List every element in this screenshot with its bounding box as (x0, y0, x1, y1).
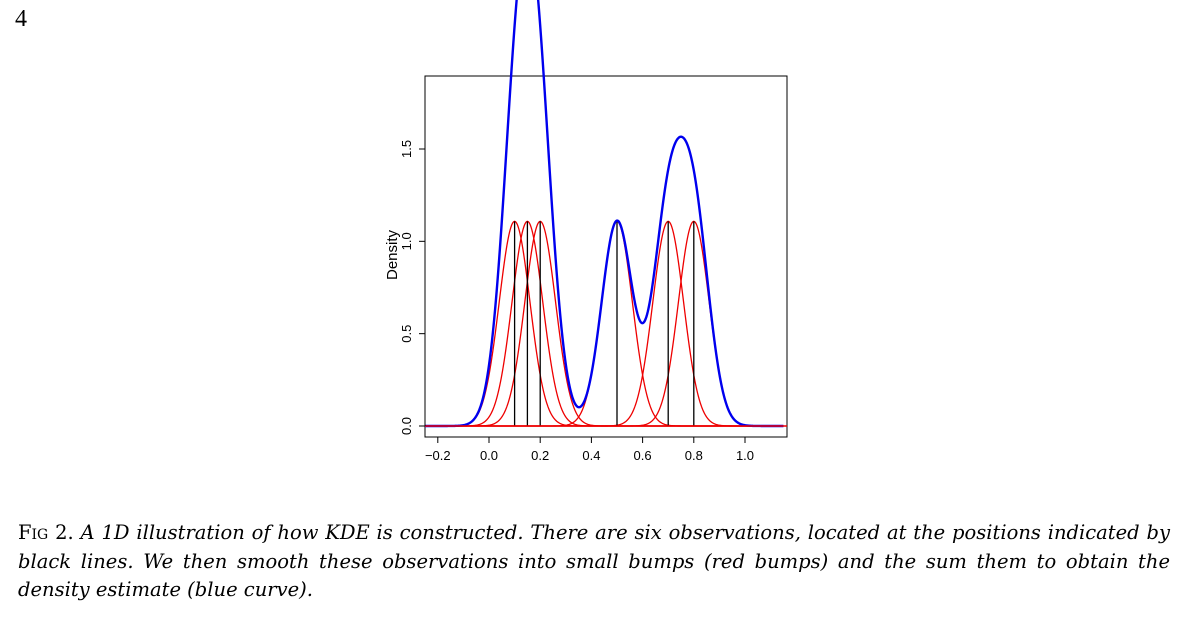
x-tick-label: −0.2 (425, 448, 451, 463)
x-tick-label: 0.0 (480, 448, 498, 463)
red-bump-5 (425, 220, 784, 427)
x-tick-label: 1.0 (736, 448, 754, 463)
red-bump-2 (425, 220, 784, 427)
page-number: 4 (15, 6, 27, 32)
red-bump-4 (425, 220, 784, 427)
red-bump-6 (425, 220, 784, 427)
x-tick-label: 0.2 (531, 448, 549, 463)
figure-caption: Fig 2. A 1D illustration of how KDE is c… (18, 519, 1170, 605)
y-tick-label: 1.5 (399, 140, 414, 158)
y-tick-label: 0.5 (399, 325, 414, 343)
y-tick-label: 0.0 (399, 417, 414, 435)
observation-lines (513, 221, 695, 426)
x-tick-label: 0.8 (685, 448, 703, 463)
plot-frame (424, 75, 788, 438)
red-bump-1 (425, 220, 784, 427)
red-bumps (425, 220, 784, 427)
y-axis-title: Density (384, 229, 401, 280)
x-axis: −0.2 0.0 0.2 0.4 0.6 0.8 1.0 (425, 436, 754, 463)
y-tick-label: 1.0 (399, 232, 414, 250)
kde-chart: −0.2 0.0 0.2 0.4 0.6 0.8 1.0 0.0 0.5 1.0 1.5 Dens… (384, 0, 788, 463)
red-bump-3 (425, 220, 784, 427)
kde-curve (425, 0, 784, 428)
caption-text: A 1D illustration of how KDE is construc… (18, 521, 1170, 601)
y-axis: 0.0 0.5 1.0 1.5 (399, 140, 426, 435)
caption-label: Fig 2. (18, 521, 74, 544)
x-tick-label: 0.4 (582, 448, 600, 463)
x-tick-label: 0.6 (634, 448, 652, 463)
